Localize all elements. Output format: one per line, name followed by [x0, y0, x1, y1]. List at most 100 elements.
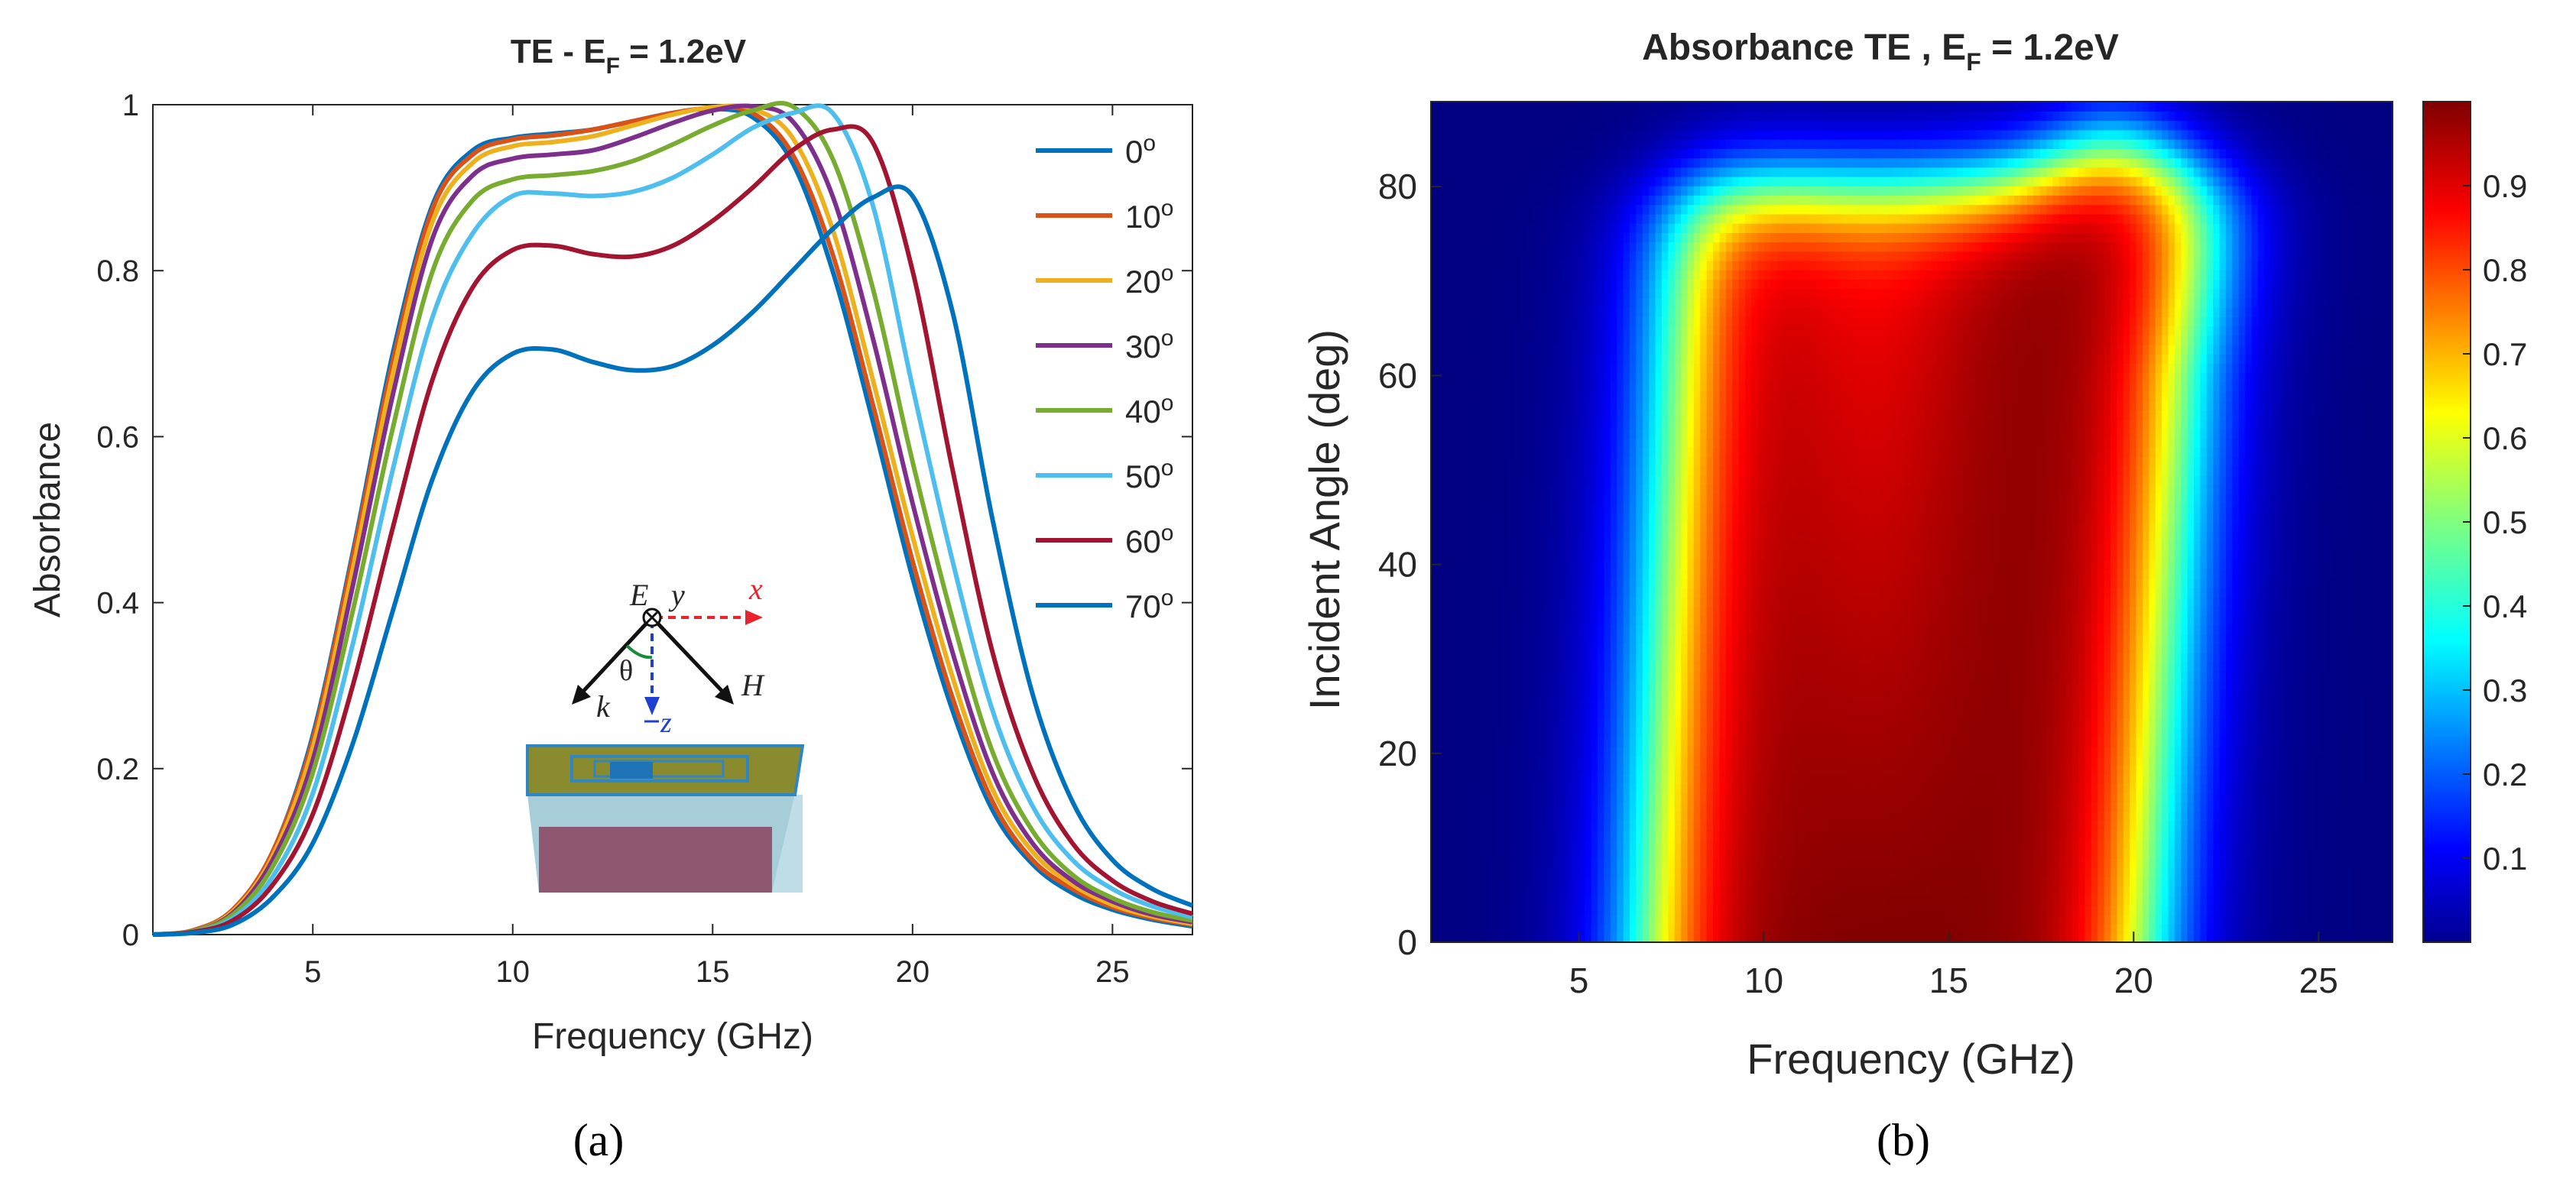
- heatmap-cell: [1744, 839, 1753, 850]
- heatmap-cell: [1443, 914, 1451, 925]
- heatmap-cell: [1546, 306, 1554, 317]
- heatmap-cell: [1475, 129, 1483, 140]
- heatmap-cell: [1552, 821, 1560, 831]
- heatmap-cell: [1585, 297, 1592, 308]
- heatmap-cell: [1526, 102, 1534, 112]
- heatmap-cell: [1623, 512, 1630, 523]
- heatmap-cell: [1546, 680, 1554, 691]
- heatmap-cell: [1687, 727, 1695, 737]
- heatmap-cell: [1431, 176, 1439, 186]
- heatmap-cell: [1770, 102, 1778, 112]
- heatmap-cell: [1514, 830, 1522, 841]
- heatmap-cell: [1598, 811, 1605, 821]
- heatmap-cell: [1501, 848, 1509, 859]
- heatmap-cell: [1668, 410, 1676, 420]
- heatmap-cell: [1533, 549, 1541, 560]
- heatmap-cell: [1494, 690, 1503, 701]
- heatmap-cell: [1578, 858, 1586, 869]
- heatmap-cell: [1431, 895, 1439, 906]
- panel-a-line-chart: TE - EF = 1.2eV 5 10 15 20 25 00.20.40.60.81…: [28, 33, 1194, 1165]
- heatmap-cell: [1546, 540, 1554, 551]
- heatmap-cell: [1713, 690, 1721, 701]
- heatmap-cell: [1526, 400, 1534, 411]
- heatmap-cell: [1437, 270, 1445, 280]
- heatmap-cell: [1539, 222, 1547, 233]
- heatmap-cell: [1757, 680, 1765, 691]
- heatmap-cell: [1469, 858, 1477, 869]
- heatmap-cell: [1507, 764, 1515, 775]
- heatmap-cell: [1456, 494, 1464, 504]
- heatmap-cell: [1776, 877, 1785, 887]
- heatmap-cell: [1585, 764, 1592, 775]
- heatmap-cell: [1559, 587, 1566, 598]
- heatmap-cell: [1572, 354, 1579, 365]
- heatmap-cell: [1649, 316, 1656, 327]
- heatmap-cell: [1552, 615, 1560, 626]
- heatmap-cell: [1738, 381, 1746, 392]
- heatmap-cell: [1591, 690, 1598, 701]
- heatmap-cell: [1437, 867, 1445, 878]
- heatmap-cell: [1591, 232, 1598, 243]
- heatmap-cell: [1732, 326, 1740, 336]
- heatmap-cell: [1456, 213, 1464, 224]
- heatmap-cell: [1629, 381, 1637, 392]
- heatmap-cell: [1539, 279, 1547, 290]
- heatmap-cell: [1526, 475, 1534, 485]
- heatmap-cell: [1751, 297, 1759, 308]
- heatmap-cell: [1591, 222, 1598, 233]
- heatmap-cell: [1437, 905, 1445, 915]
- heatmap-cell: [1507, 839, 1515, 850]
- heatmap-cell: [1610, 456, 1618, 467]
- heatmap-cell: [1738, 540, 1746, 551]
- heatmap-cell: [1700, 232, 1708, 243]
- heatmap-cell: [1539, 354, 1547, 365]
- heatmap-cell: [1437, 484, 1445, 495]
- heatmap-cell: [1604, 569, 1611, 579]
- heatmap-cell: [1488, 148, 1496, 159]
- heatmap-cell: [1450, 363, 1458, 374]
- heatmap-cell: [1661, 522, 1669, 533]
- heatmap-cell: [1629, 186, 1637, 196]
- heatmap-cell: [1732, 569, 1740, 579]
- heatmap-cell: [1443, 484, 1451, 495]
- heatmap-cell: [1591, 167, 1598, 177]
- heatmap-cell: [1565, 232, 1573, 243]
- heatmap-cell: [1668, 848, 1676, 859]
- heatmap-cell: [1751, 447, 1759, 458]
- heatmap-cell: [1757, 848, 1765, 859]
- heatmap-cell: [1539, 858, 1547, 869]
- heatmap-cell: [1655, 662, 1663, 672]
- heatmap-cell: [1617, 596, 1624, 607]
- heatmap-cell: [1649, 624, 1656, 635]
- heatmap-cell: [1443, 447, 1451, 458]
- heatmap-cell: [1770, 400, 1778, 411]
- heatmap-cell: [1450, 690, 1458, 701]
- heatmap-cell: [1713, 578, 1721, 588]
- heatmap-cell: [1770, 811, 1778, 821]
- heatmap-cell: [1693, 503, 1702, 514]
- heatmap-cell: [1585, 288, 1592, 299]
- heatmap-cell: [1437, 195, 1445, 206]
- heatmap-cell: [1598, 680, 1605, 691]
- heatmap-cell: [1655, 195, 1663, 206]
- heatmap-cell: [1725, 680, 1733, 691]
- heatmap-cell: [1578, 344, 1586, 355]
- heatmap-cell: [1636, 503, 1643, 514]
- heatmap-cell: [1713, 400, 1721, 411]
- heatmap-cell: [1751, 419, 1759, 429]
- heatmap-cell: [1443, 213, 1451, 224]
- heatmap-cell: [1725, 213, 1733, 224]
- heatmap-cell: [1482, 316, 1490, 327]
- heatmap-cell: [1642, 746, 1650, 757]
- heatmap-cell: [1751, 549, 1759, 560]
- heatmap-cell: [1514, 400, 1522, 411]
- heatmap-cell: [1757, 774, 1765, 785]
- heatmap-cell: [1610, 512, 1618, 523]
- heatmap-cell: [1482, 251, 1490, 261]
- heatmap-cell: [1578, 569, 1586, 579]
- heatmap-cell: [1655, 241, 1663, 252]
- heatmap-cell: [1546, 102, 1554, 112]
- heatmap-cell: [1610, 587, 1618, 598]
- heatmap-cell: [1604, 914, 1611, 925]
- heatmap-cell: [1649, 241, 1656, 252]
